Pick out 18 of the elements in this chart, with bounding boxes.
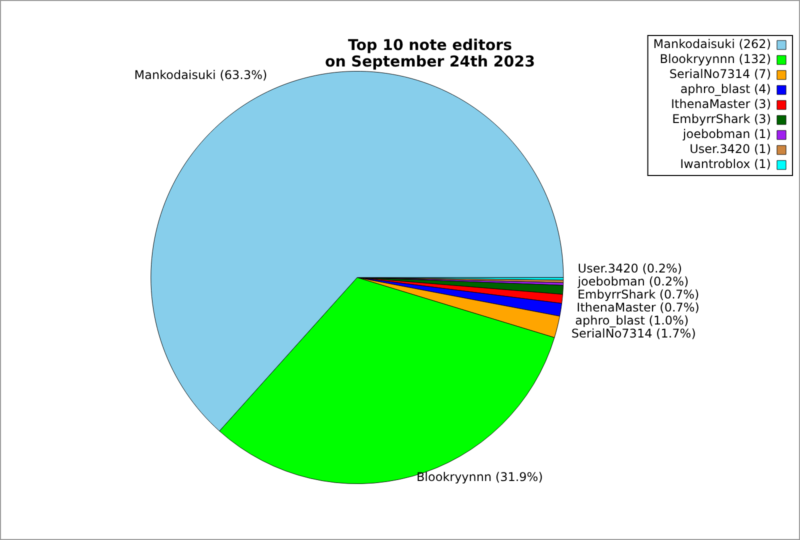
data-label: Blookryynnn (31.9%) (416, 470, 543, 484)
data-label: aphro_blast (1.0%) (575, 314, 689, 328)
text: Top 10 note editors on September 24th 2023 (324, 36, 536, 71)
legend-label: User.3420 (1) (690, 142, 771, 156)
legend-label: Mankodaisuki (262) (653, 37, 771, 52)
legend-label: joebobman (1) (682, 127, 771, 142)
legend-label: Blookryynnn (132) (660, 52, 771, 66)
data-label: User.3420 (0.2%) (578, 262, 682, 276)
legend-label: IthenaMaster (3) (671, 97, 771, 112)
data-label: EmbyrrShark (0.7%) (577, 288, 700, 302)
data-label: joebobman (0.2%) (576, 274, 689, 289)
data-label: Mankodaisuki (63.3%) (134, 68, 268, 82)
legend-label: Iwantroblox (1) (680, 157, 771, 172)
data-label: IthenaMaster (0.7%) (576, 300, 700, 315)
legend-label: EmbyrrShark (3) (672, 112, 771, 126)
legend-label: aphro_blast (4) (680, 82, 771, 96)
data-label: SerialNo7314 (1.7%) (571, 326, 696, 341)
legend-label: SerialNo7314 (7) (669, 67, 771, 82)
